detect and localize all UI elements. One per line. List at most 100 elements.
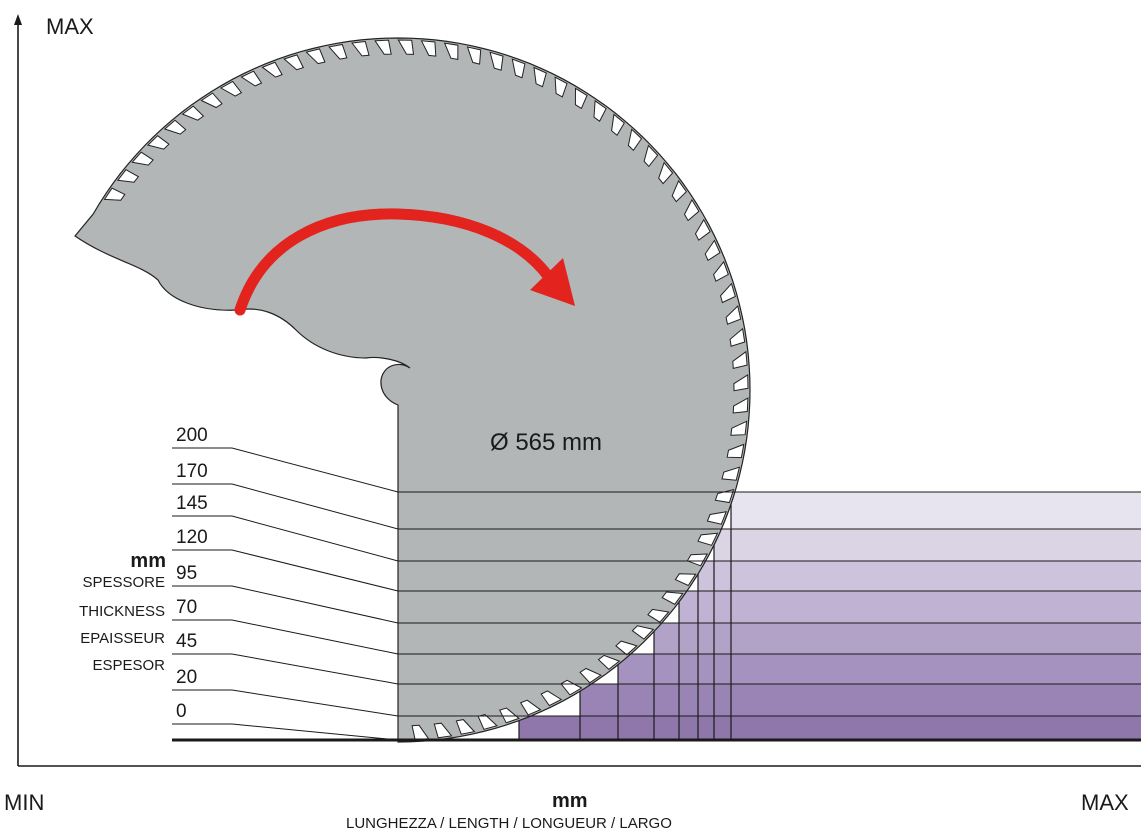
thickness-labels — [172, 447, 399, 741]
blade-tooth-slot — [443, 42, 459, 60]
blade-tooth-slot — [466, 46, 482, 65]
rotation-arrow-shaft — [234, 208, 554, 316]
tick-leader-line — [231, 689, 399, 717]
tick-leader-line — [231, 549, 399, 592]
blade-tooth-slot — [627, 128, 643, 152]
cut-zone-band — [654, 623, 1141, 654]
blade-tooth-slot — [732, 350, 748, 370]
thickness-tick-label: 170 — [176, 461, 208, 482]
thickness-tick-label: 200 — [176, 425, 208, 446]
tick-leader-line — [231, 619, 399, 655]
blade-tooth-slot — [147, 135, 170, 150]
cut-capacity-zones — [518, 492, 1141, 740]
blade-tooth-slot — [729, 327, 746, 347]
x-axis-min-label: MIN — [4, 790, 45, 815]
blade-tooth-slot — [725, 305, 742, 325]
blade-tooth-slot — [615, 640, 638, 656]
blade-tooth-slot — [240, 70, 263, 87]
blade-tooth-slot — [733, 374, 749, 392]
x-axis-max-label: MAX — [1081, 790, 1129, 815]
thickness-tick-label: 95 — [176, 563, 198, 584]
blade-tooth-slot — [489, 51, 504, 71]
axes — [14, 14, 1141, 767]
y-caption-thickness: THICKNESS — [79, 603, 165, 620]
blade-tooth-slot — [721, 466, 741, 481]
blade-tooth-slot — [658, 161, 674, 185]
x-axis-unit: mm — [552, 790, 588, 812]
blade-tooth-slot — [643, 144, 659, 168]
blade-tooth-slot — [593, 99, 607, 122]
x-axis-caption: LUNGHEZZA / LENGTH / LONGUEUR / LARGO — [346, 815, 672, 832]
blade-tooth-slot — [540, 690, 563, 707]
saw-blade — [74, 37, 751, 743]
blade-tooth-slot — [674, 573, 697, 587]
thickness-grid — [398, 491, 1141, 717]
cut-zone-band — [519, 716, 1141, 740]
blade-tooth-slot — [719, 282, 736, 304]
blade-tooth-slot — [455, 719, 476, 735]
rotation-arrow-icon — [234, 208, 575, 316]
blade-diameter-label: Ø 565 mm — [490, 429, 603, 456]
blade-tooth-slot — [611, 113, 625, 136]
blade-tooth-slot — [181, 105, 205, 121]
blade-tooth-slot — [163, 119, 187, 135]
blade-tooth-slot — [726, 443, 745, 459]
blade-tooth-slot — [661, 591, 684, 605]
blade-tooth-slot — [694, 218, 711, 241]
thickness-tick-label: 120 — [176, 527, 208, 548]
blade-tooth-slot — [732, 397, 749, 414]
blade-tooth-slot — [498, 707, 520, 724]
blade-body — [74, 37, 751, 743]
y-axis-arrow-icon — [14, 14, 22, 25]
blade-tooth-slot — [730, 420, 748, 436]
blade-tooth-slot — [519, 699, 542, 716]
blade-tooth-slot — [579, 667, 602, 684]
blade-tooth-slot — [261, 61, 283, 78]
blade-tooth-slot — [533, 66, 547, 88]
blade-tooth-slot — [305, 48, 326, 65]
blade-tooth-slot — [420, 40, 437, 57]
blade-tooth-slot — [103, 187, 126, 201]
blade-tooth-slot — [200, 92, 223, 109]
tick-leader-line — [231, 515, 399, 562]
tick-leader-line — [231, 653, 399, 685]
blade-tooth-slot — [631, 625, 655, 640]
y-caption-espesor: ESPESOR — [92, 657, 165, 674]
rotation-arrow-head — [530, 258, 575, 306]
cut-zone-band — [698, 561, 1141, 591]
blade-tooth-slot — [697, 532, 719, 546]
y-caption-epaisseur: EPAISSEUR — [80, 630, 165, 647]
blade-tooth-slot — [116, 169, 140, 183]
blade-tooth-slot — [554, 76, 568, 98]
blade-tooth-slot — [351, 40, 370, 57]
tick-leader-line — [231, 483, 399, 530]
cut-zone-band — [580, 684, 1141, 716]
thickness-tick-label: 45 — [176, 631, 198, 652]
blade-tooth-slot — [283, 54, 305, 71]
blade-tooth-slot — [683, 198, 700, 222]
blade-tooth-slot — [219, 80, 243, 97]
tick-leader-line — [231, 723, 399, 741]
blade-tooth-slot — [647, 608, 670, 623]
cut-zone-band — [714, 529, 1141, 561]
blade-tooth-slot — [374, 39, 392, 55]
y-axis-max-label: MAX — [46, 14, 94, 39]
thickness-tick-label: 20 — [176, 667, 198, 688]
blade-tooth-slot — [706, 511, 727, 525]
blade-tooth-slot — [328, 43, 348, 60]
blade-teeth — [103, 39, 749, 741]
y-axis-unit: mm — [130, 550, 166, 572]
thickness-tick-label: 0 — [176, 701, 187, 722]
tick-leader-line — [231, 585, 399, 624]
thickness-tick-label: 70 — [176, 597, 198, 618]
thickness-tick-label: 145 — [176, 493, 208, 514]
blade-tooth-slot — [597, 654, 621, 671]
blade-tooth-slot — [511, 58, 526, 79]
blade-tooth-slot — [671, 179, 688, 203]
blade-tooth-slot — [713, 260, 729, 282]
cut-zone-band — [731, 492, 1141, 529]
blade-tooth-slot — [574, 87, 588, 110]
y-caption-spessore: SPESSORE — [82, 574, 165, 591]
blade-tooth-slot — [704, 239, 721, 262]
